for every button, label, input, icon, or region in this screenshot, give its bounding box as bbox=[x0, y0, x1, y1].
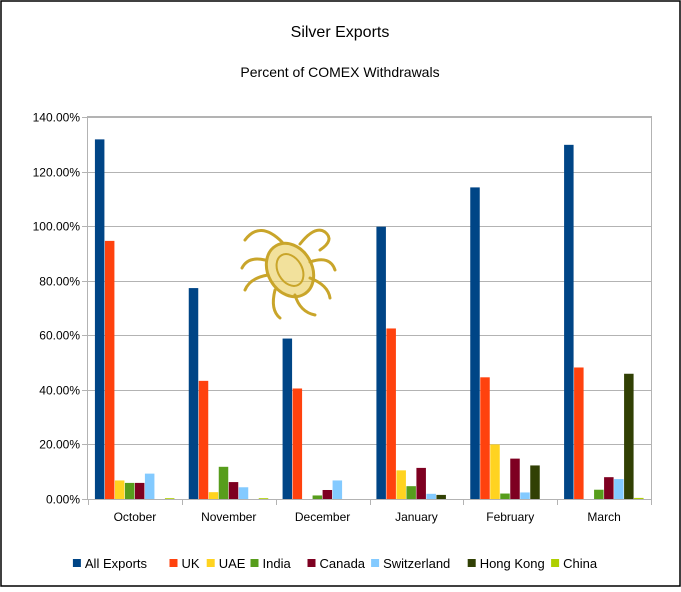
bar-all-exports-march bbox=[564, 144, 574, 499]
legend-item-uk: UK bbox=[169, 556, 200, 571]
bar-india-march bbox=[594, 489, 604, 499]
legend-label: Hong Kong bbox=[480, 556, 545, 571]
bar-uk-january bbox=[386, 328, 396, 499]
bar-switzerland-december bbox=[332, 480, 343, 499]
legend-label: All Exports bbox=[85, 556, 148, 571]
bar-hong-kong-february bbox=[530, 465, 540, 499]
x-axis-ticks bbox=[88, 499, 652, 505]
bar-all-exports-december bbox=[282, 338, 293, 499]
legend-label: Switzerland bbox=[383, 556, 450, 571]
legend-label: India bbox=[263, 556, 292, 571]
legend-item-china: China bbox=[551, 556, 598, 571]
category-labels: October November December January February Ma… bbox=[114, 510, 621, 524]
bug-logo bbox=[240, 228, 337, 320]
bar-india-february bbox=[500, 493, 510, 499]
legend-swatch bbox=[551, 559, 560, 567]
bar-switzerland-march bbox=[614, 479, 624, 499]
bar-all-exports-november bbox=[188, 288, 199, 499]
y-tick-label: 80.00% bbox=[39, 275, 80, 289]
legend-swatch bbox=[371, 559, 380, 567]
legend-item-switzerland: Switzerland bbox=[371, 556, 450, 571]
y-tick-label: 60.00% bbox=[39, 329, 80, 343]
bar-canada-december bbox=[322, 489, 333, 499]
bar-uae-february bbox=[490, 444, 500, 499]
legend-label: Canada bbox=[320, 556, 366, 571]
bar-india-january bbox=[406, 486, 416, 499]
legend-swatch bbox=[206, 559, 215, 567]
legend-label: UAE bbox=[219, 556, 246, 571]
y-tick-label: 40.00% bbox=[39, 384, 80, 398]
bar-india-october bbox=[124, 482, 135, 499]
bar-canada-october bbox=[134, 482, 145, 499]
legend-item-canada: Canada bbox=[307, 556, 366, 571]
bar-india-november bbox=[218, 466, 229, 499]
bar-uae-october bbox=[114, 480, 125, 499]
bar-hong-kong-march bbox=[624, 373, 634, 499]
legend-swatch bbox=[72, 559, 81, 567]
bar-all-exports-february bbox=[470, 187, 480, 499]
bar-canada-november bbox=[228, 482, 239, 499]
bar-china-october bbox=[164, 498, 175, 499]
y-tick-label: 140.00% bbox=[33, 111, 81, 125]
bar-uae-november bbox=[208, 492, 219, 499]
legend-label: China bbox=[563, 556, 598, 571]
category-label: March bbox=[587, 510, 620, 524]
bar-switzerland-january bbox=[426, 493, 436, 499]
bar-all-exports-october bbox=[94, 139, 105, 500]
bar-hong-kong-january bbox=[436, 494, 446, 499]
bar-uae-january bbox=[396, 470, 406, 499]
bar-canada-january bbox=[416, 467, 426, 499]
bar-switzerland-october bbox=[144, 473, 155, 499]
chart-subtitle: Percent of COMEX Withdrawals bbox=[240, 64, 439, 80]
category-label: February bbox=[486, 510, 534, 524]
y-tick-label: 100.00% bbox=[33, 220, 81, 234]
legend: All Exports UK UAE India Canada Switzerland Ho… bbox=[72, 556, 598, 571]
bar-china-november bbox=[258, 498, 269, 499]
bar-canada-march bbox=[604, 477, 614, 499]
legend-item-all-exports: All Exports bbox=[72, 556, 148, 571]
legend-item-hong-kong: Hong Kong bbox=[467, 556, 545, 571]
bar-switzerland-november bbox=[238, 487, 249, 499]
legend-swatch bbox=[307, 559, 316, 567]
bar-canada-february bbox=[510, 458, 520, 499]
category-label: January bbox=[395, 510, 438, 524]
category-label: October bbox=[114, 510, 157, 524]
bar-uk-october bbox=[104, 240, 115, 499]
y-tick-label: 120.00% bbox=[33, 166, 81, 180]
chart-title: Silver Exports bbox=[291, 24, 390, 41]
bar-all-exports-january bbox=[376, 226, 386, 499]
legend-item-uae: UAE bbox=[206, 556, 246, 571]
legend-swatch bbox=[250, 559, 259, 567]
bar-uk-december bbox=[292, 388, 303, 499]
bar-uk-february bbox=[480, 377, 490, 499]
legend-swatch bbox=[169, 559, 178, 567]
y-tick-label: 0.00% bbox=[46, 493, 80, 507]
bars bbox=[94, 139, 644, 500]
bar-switzerland-february bbox=[520, 492, 530, 499]
bar-uk-march bbox=[574, 367, 584, 499]
bar-uk-november bbox=[198, 380, 209, 499]
category-label: December bbox=[295, 510, 350, 524]
bar-china-march bbox=[634, 497, 644, 499]
legend-item-india: India bbox=[250, 556, 292, 571]
y-axis-ticks: 0.00% 20.00% 40.00% 60.00% 80.00% 100.00% 120.… bbox=[33, 111, 81, 507]
legend-swatch bbox=[467, 559, 476, 567]
category-label: November bbox=[201, 510, 256, 524]
y-tick-label: 20.00% bbox=[39, 438, 80, 452]
legend-label: UK bbox=[182, 556, 200, 571]
bar-india-december bbox=[312, 495, 323, 499]
